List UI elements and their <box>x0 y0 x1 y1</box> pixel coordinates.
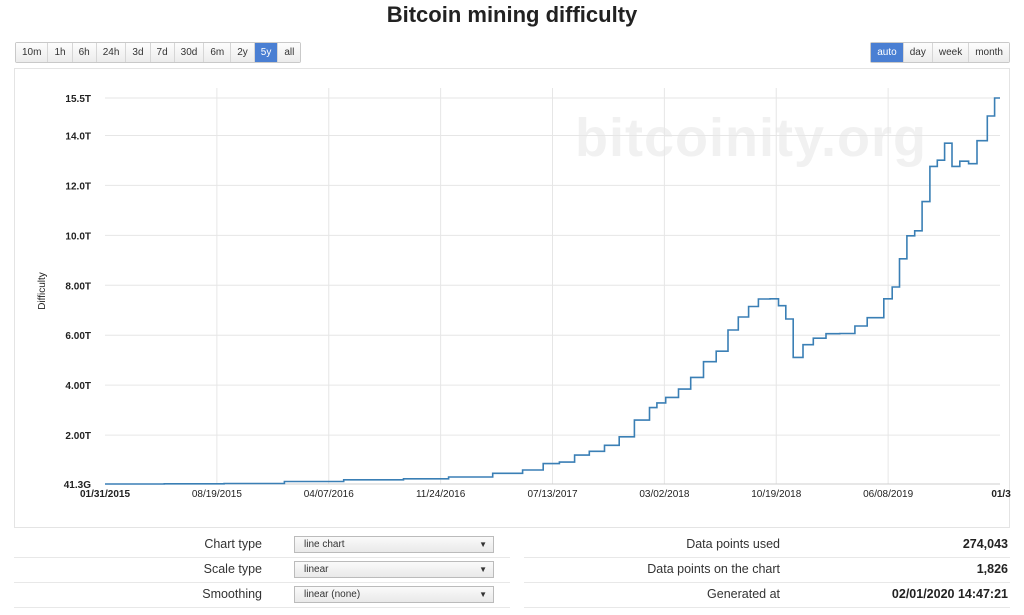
y-tick-label: 6.00T <box>65 331 91 342</box>
x-tick-label: 11/24/2016 <box>416 489 466 500</box>
points-used-value: 274,043 <box>962 537 1008 551</box>
smoothing-select[interactable]: linear (none) ▼ <box>294 586 494 603</box>
x-tick-label: 03/02/2018 <box>639 489 689 500</box>
y-tick-label: 2.00T <box>65 431 91 442</box>
chart-title: Bitcoin mining difficulty <box>386 2 638 27</box>
dropdown-arrow-icon: ▼ <box>479 540 487 549</box>
range-5y-button[interactable]: 5y <box>254 43 279 62</box>
range-3d-button[interactable]: 3d <box>126 43 151 62</box>
dropdown-arrow-icon: ▼ <box>479 565 487 574</box>
chart-type-select[interactable]: line chart ▼ <box>294 536 494 553</box>
y-tick-label: 10.0T <box>65 231 91 242</box>
x-tick-label: 01/31/2015 <box>80 489 130 500</box>
time-range-selector: 10m 1h 6h 24h 3d 7d 30d 6m 2y 5y all <box>15 42 302 63</box>
y-tick-label: 8.00T <box>65 281 91 292</box>
x-tick-label: 07/13/2017 <box>527 489 577 500</box>
x-tick-label: 08/19/2015 <box>192 489 242 500</box>
resolution-week-button[interactable]: week <box>932 43 970 62</box>
chart-settings-panel: Chart type line chart ▼ Scale type linear… <box>14 533 1010 611</box>
x-tick-label: 04/07/2016 <box>304 489 354 500</box>
range-30d-button[interactable]: 30d <box>174 43 205 62</box>
chart-area: bitcoinity.org 41.3G 2.00T 4.00T 6.00T 8.00T… <box>14 68 1011 528</box>
resolution-day-button[interactable]: day <box>903 43 933 62</box>
x-tick-label: 10/19/2018 <box>751 489 801 500</box>
generated-at-value: 02/01/2020 14:47:21 <box>891 587 1008 601</box>
range-6h-button[interactable]: 6h <box>72 43 97 62</box>
generated-at-row: Generated at 02/01/2020 14:47:21 <box>524 583 1010 608</box>
chart-type-value: line chart <box>304 539 345 550</box>
points-on-chart-label: Data points on the chart <box>647 562 780 576</box>
range-24h-button[interactable]: 24h <box>96 43 127 62</box>
points-used-label: Data points used <box>686 537 780 551</box>
scale-type-label: Scale type <box>203 562 262 576</box>
chart-type-label: Chart type <box>204 537 262 551</box>
range-all-button[interactable]: all <box>278 43 301 62</box>
range-1h-button[interactable]: 1h <box>48 43 73 62</box>
range-6m-button[interactable]: 6m <box>204 43 232 62</box>
points-on-chart-row: Data points on the chart 1,826 <box>524 558 1010 583</box>
range-10m-button[interactable]: 10m <box>16 43 49 62</box>
x-tick-label: 06/08/2019 <box>863 489 913 500</box>
watermark: bitcoinity.org <box>575 108 927 168</box>
y-tick-label: 14.0T <box>65 131 91 142</box>
generated-at-label: Generated at <box>707 587 780 601</box>
y-tick-label: 41.3G <box>64 480 91 491</box>
smoothing-label: Smoothing <box>202 587 262 601</box>
points-used-row: Data points used 274,043 <box>524 533 1010 558</box>
difficulty-series-line <box>105 97 1000 485</box>
dropdown-arrow-icon: ▼ <box>479 590 487 599</box>
points-on-chart-value: 1,826 <box>976 562 1008 576</box>
range-2y-button[interactable]: 2y <box>231 43 255 62</box>
y-tick-label: 15.5T <box>65 94 91 105</box>
x-tick-label: 01/30/2 <box>991 489 1011 500</box>
y-tick-label: 12.0T <box>65 181 91 192</box>
smoothing-value: linear (none) <box>304 589 361 600</box>
resolution-selector: auto day week month <box>870 42 1010 63</box>
y-tick-label: 4.00T <box>65 381 91 392</box>
scale-type-value: linear <box>304 564 329 575</box>
scale-type-select[interactable]: linear ▼ <box>294 561 494 578</box>
resolution-month-button[interactable]: month <box>969 43 1009 62</box>
chart-type-row: Chart type line chart ▼ <box>14 533 510 558</box>
scale-type-row: Scale type linear ▼ <box>14 558 510 583</box>
y-axis-label: Difficulty <box>37 272 48 310</box>
difficulty-chart: 41.3G 2.00T 4.00T 6.00T 8.00T 10.0T 12.0T 14.0T… <box>37 88 1011 500</box>
smoothing-row: Smoothing linear (none) ▼ <box>14 583 510 608</box>
range-7d-button[interactable]: 7d <box>150 43 175 62</box>
resolution-auto-button[interactable]: auto <box>871 43 904 62</box>
